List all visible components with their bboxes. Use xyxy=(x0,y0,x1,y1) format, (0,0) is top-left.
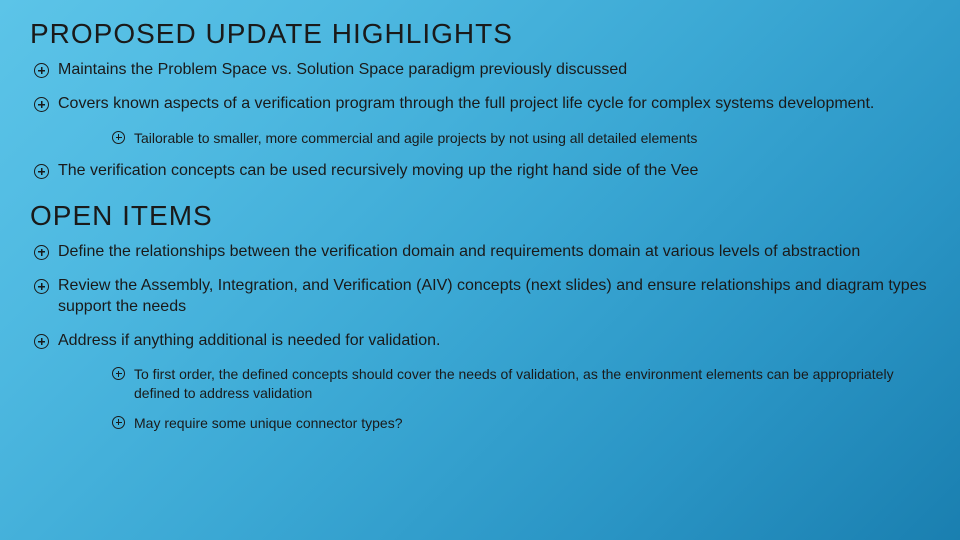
section1-heading: PROPOSED UPDATE HIGHLIGHTS xyxy=(30,18,930,50)
bullet-item: Review the Assembly, Integration, and Ve… xyxy=(34,276,930,317)
bullet-text: Define the relationships between the ver… xyxy=(58,243,860,260)
sub-bullet-text: May require some unique connector types? xyxy=(134,415,402,431)
bullet-item: Define the relationships between the ver… xyxy=(34,242,930,262)
bullet-item: The verification concepts can be used re… xyxy=(34,161,930,181)
sub-bullet-item: May require some unique connector types? xyxy=(112,414,930,432)
bullet-item: Covers known aspects of a verification p… xyxy=(34,94,930,147)
sub-bullet-text: Tailorable to smaller, more commercial a… xyxy=(134,130,697,146)
section1-list: Maintains the Problem Space vs. Solution… xyxy=(30,60,930,182)
bullet-text: Address if anything additional is needed… xyxy=(58,332,440,349)
sub-bullet-item: Tailorable to smaller, more commercial a… xyxy=(112,129,930,147)
bullet-text: Maintains the Problem Space vs. Solution… xyxy=(58,61,627,78)
sub-bullet-item: To first order, the defined concepts sho… xyxy=(112,365,930,401)
section2-heading: OPEN ITEMS xyxy=(30,200,930,232)
bullet-text: The verification concepts can be used re… xyxy=(58,162,698,179)
bullet-item: Address if anything additional is needed… xyxy=(34,331,930,432)
bullet-text: Review the Assembly, Integration, and Ve… xyxy=(58,277,927,314)
bullet-item: Maintains the Problem Space vs. Solution… xyxy=(34,60,930,80)
sub-list: Tailorable to smaller, more commercial a… xyxy=(58,129,930,147)
sub-list: To first order, the defined concepts sho… xyxy=(58,365,930,432)
sub-bullet-text: To first order, the defined concepts sho… xyxy=(134,366,894,400)
section2-list: Define the relationships between the ver… xyxy=(30,242,930,432)
bullet-text: Covers known aspects of a verification p… xyxy=(58,95,874,112)
